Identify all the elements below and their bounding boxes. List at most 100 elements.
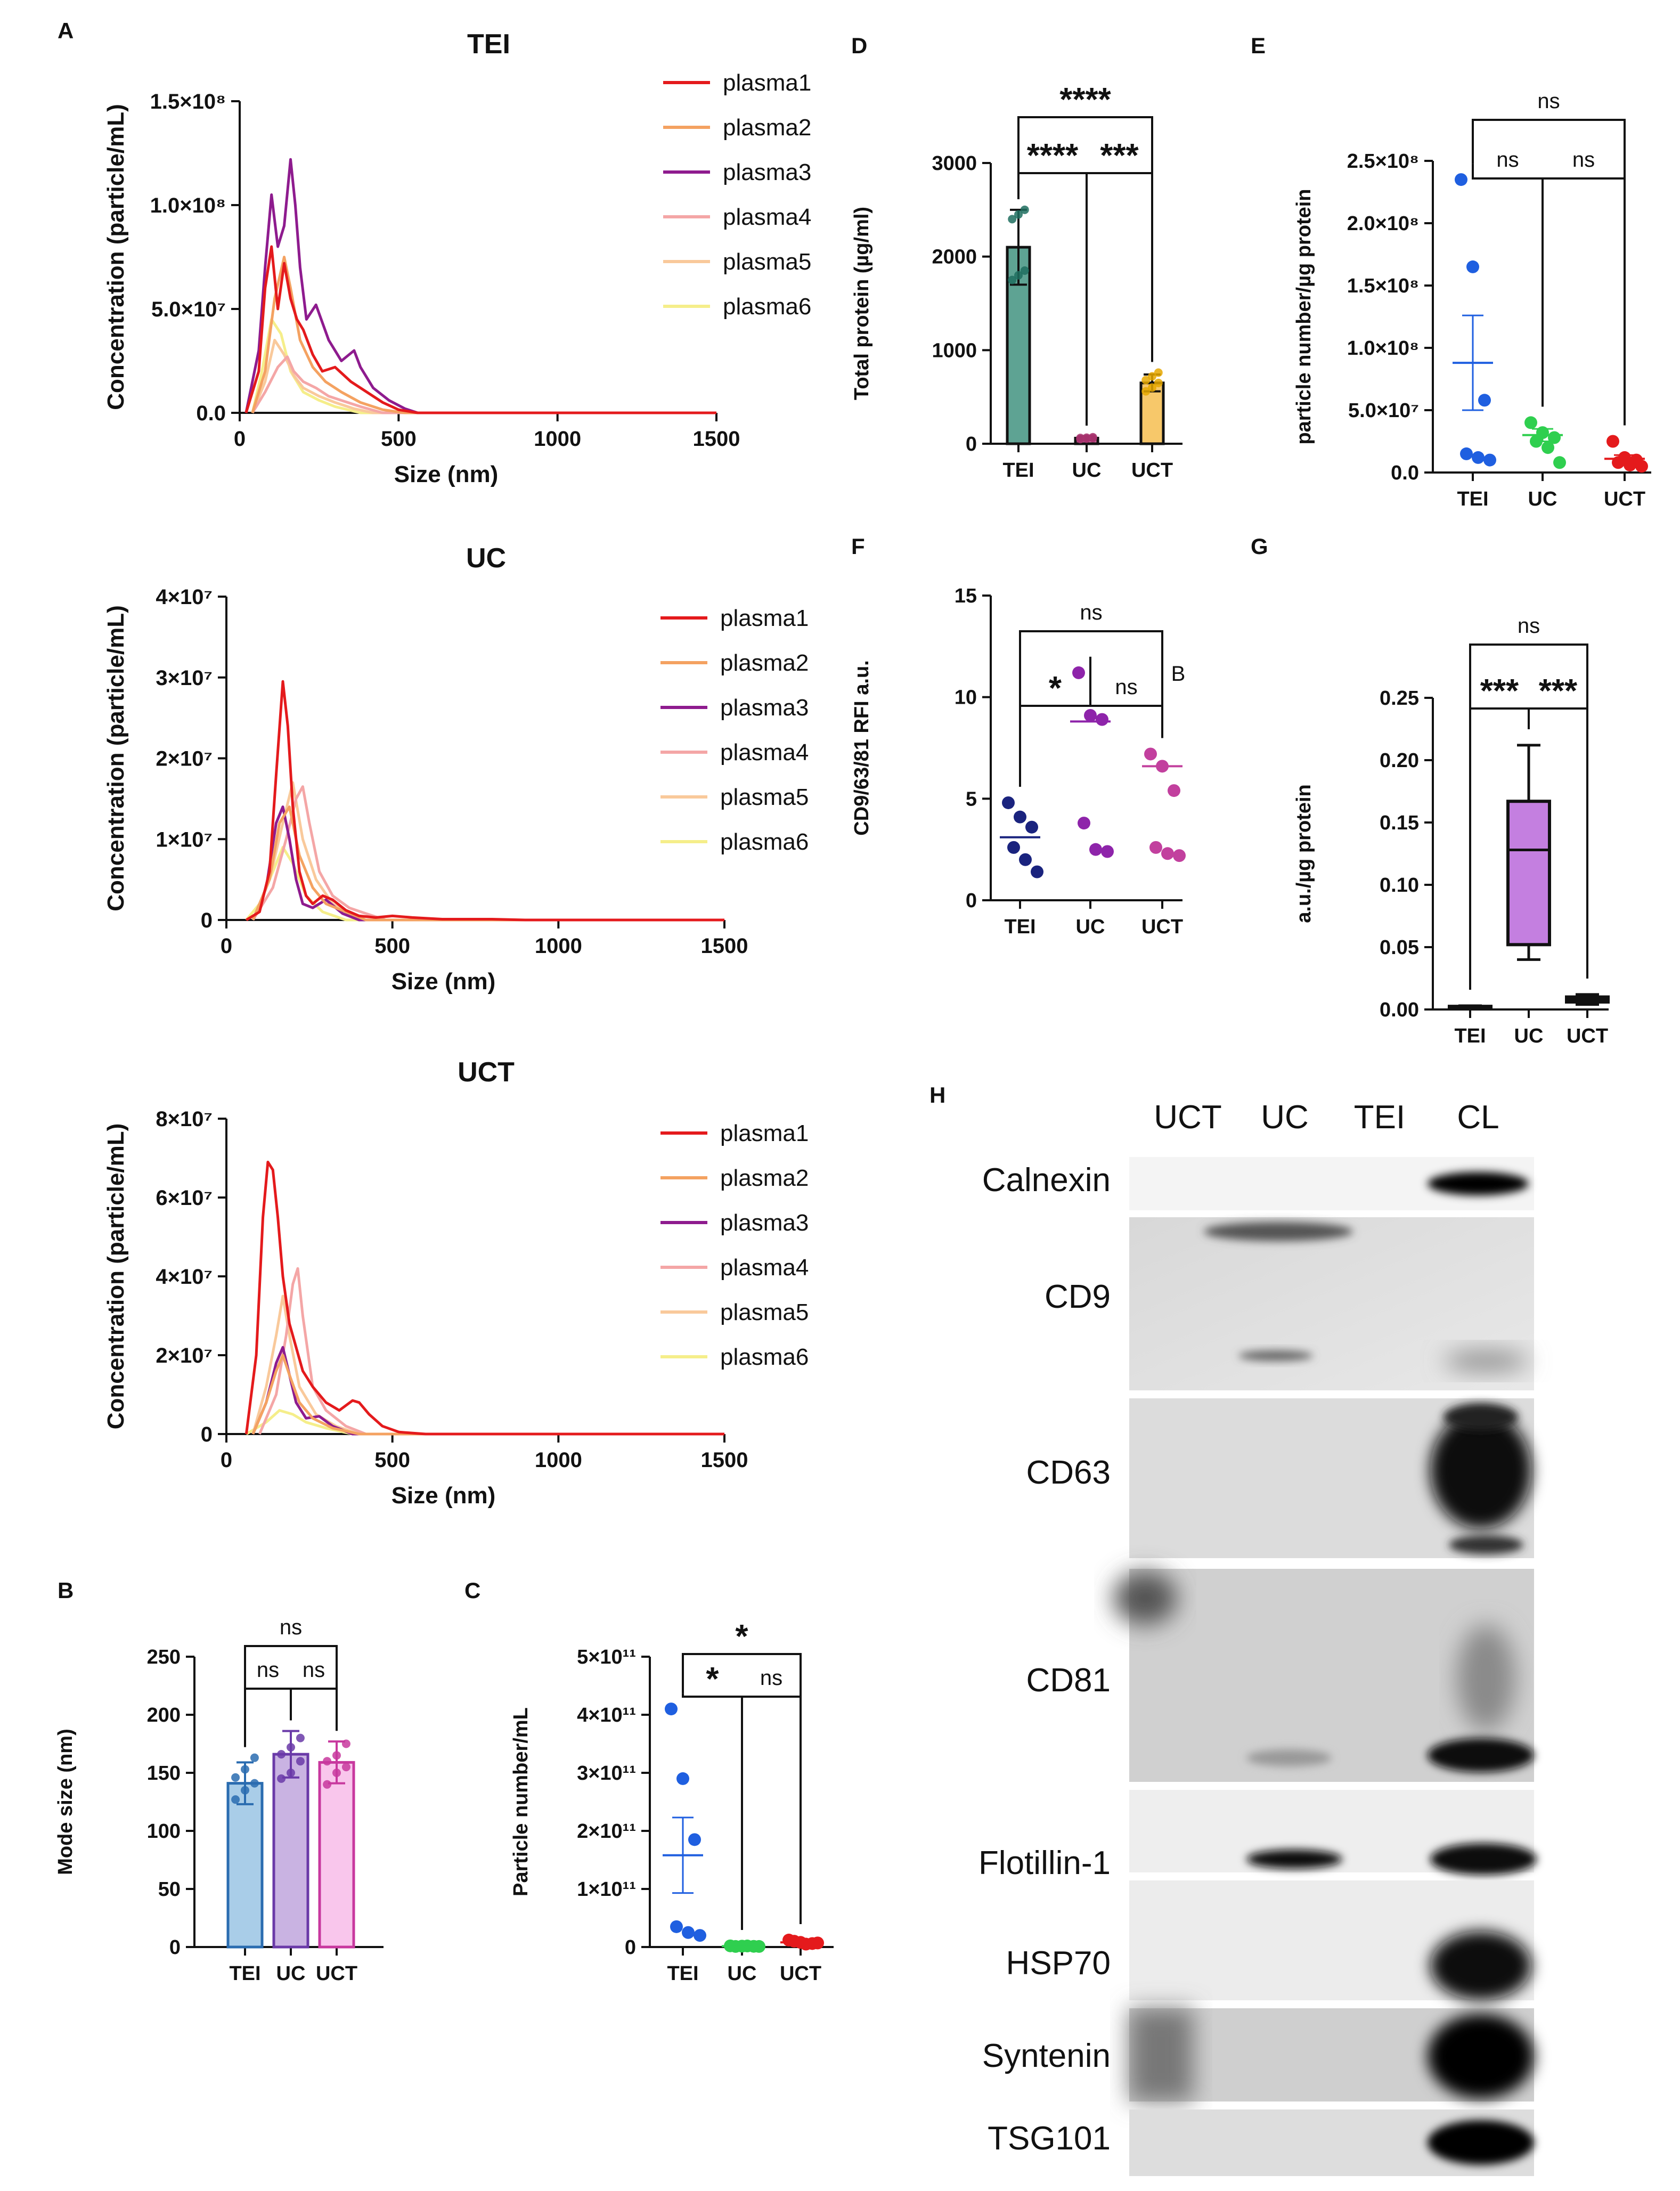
- y-tick-label: 2×10⁷: [156, 1344, 213, 1367]
- significance-label: ns: [1496, 148, 1519, 172]
- blot-band: [1430, 1931, 1531, 2000]
- legend-label: plasma4: [723, 204, 811, 230]
- data-point: [1624, 458, 1636, 471]
- blot-protein-label: CD81: [1026, 1662, 1111, 1699]
- legend-label: plasma4: [720, 739, 809, 765]
- blot-band: [1238, 1350, 1313, 1361]
- y-tick-label: 1.5×10⁸: [150, 90, 226, 113]
- y-tick-label: 200: [147, 1704, 181, 1726]
- series-line-plasma1: [244, 245, 716, 414]
- significance-bracket: [1472, 164, 1544, 407]
- significance-bracket: [1472, 119, 1626, 426]
- series-line-plasma2: [251, 256, 716, 414]
- blot-band: [1428, 1172, 1529, 1195]
- data-point: [1154, 368, 1163, 377]
- y-axis-label: a.u./µg protein: [1293, 784, 1315, 923]
- y-tick-label: 150: [147, 1762, 181, 1785]
- y-tick-label: 100: [147, 1820, 181, 1843]
- data-point: [341, 1739, 350, 1748]
- data-point: [287, 1743, 295, 1752]
- series-line-plasma1: [244, 1160, 724, 1436]
- y-tick-label: 1×10¹¹: [577, 1878, 636, 1901]
- legend-label: plasma6: [720, 829, 809, 855]
- significance-bracket: [682, 1653, 802, 1924]
- x-tick-label: 500: [374, 1448, 410, 1472]
- chart-title: TEI: [467, 29, 510, 60]
- legend-label: plasma2: [723, 115, 811, 141]
- series-line-plasma4: [258, 1267, 724, 1436]
- data-point: [1553, 456, 1566, 469]
- blot-protein-label: Syntenin: [982, 2038, 1111, 2074]
- y-tick-label: 50: [158, 1878, 181, 1901]
- x-tick-label: UC: [276, 1962, 306, 1985]
- legend-label: plasma5: [720, 784, 809, 810]
- x-tick-label: TEI: [1004, 916, 1035, 938]
- y-tick-label: 2.0×10⁸: [1347, 213, 1419, 235]
- y-axis-label: Mode size (nm): [54, 1729, 77, 1875]
- data-point: [1606, 435, 1619, 448]
- legend-label: plasma2: [720, 1165, 809, 1191]
- data-point: [296, 1733, 305, 1742]
- y-tick-label: 3000: [932, 152, 977, 175]
- x-tick-label: UCT: [1141, 916, 1183, 938]
- y-tick-label: 2000: [932, 246, 977, 268]
- x-tick-label: UCT: [316, 1962, 357, 1985]
- legend-label: plasma6: [720, 1344, 809, 1370]
- nta-chart-uct: UCT 0 500 1000 1500 0 2×10⁷ 4×10⁷ 6×10⁷ 8×10⁷ Size…: [103, 1057, 809, 1509]
- x-tick-label: UCT: [1131, 459, 1173, 482]
- blot-lane-label: TEI: [1354, 1099, 1405, 1136]
- data-point: [231, 1773, 240, 1782]
- blot-band: [1246, 1850, 1342, 1869]
- data-point: [1478, 394, 1491, 407]
- x-axis-label: Size (nm): [394, 461, 499, 487]
- bar-UC: [272, 1753, 309, 1949]
- data-point: [1635, 460, 1648, 473]
- x-tick-label: 0: [221, 934, 232, 958]
- y-tick-label: 0.20: [1380, 750, 1419, 772]
- y-tick-label: 8×10⁷: [156, 1107, 213, 1131]
- x-tick-label: UCT: [1567, 1025, 1608, 1047]
- blot-protein-label: CD63: [1026, 1454, 1111, 1491]
- x-tick-label: 500: [374, 934, 410, 958]
- legend-label: plasma2: [720, 650, 809, 676]
- legend-label: plasma4: [720, 1255, 809, 1281]
- x-tick-label: UC: [1072, 459, 1102, 482]
- x-tick-label: 1500: [693, 427, 740, 451]
- y-axis-label: Concentration (particle/mL): [103, 104, 129, 410]
- panel-label-g: G: [1251, 534, 1268, 559]
- particle-number-chart: 0 1×10¹¹ 2×10¹¹ 3×10¹¹ 4×10¹¹ 5×10¹¹ TEI UC UCT P…: [510, 1618, 834, 1985]
- data-point: [341, 1763, 350, 1772]
- panel-label-h: H: [929, 1082, 945, 1107]
- data-point: [694, 1929, 706, 1942]
- blot-lane-label: UCT: [1154, 1099, 1221, 1136]
- data-point: [1161, 847, 1174, 860]
- series-line-plasma3: [251, 1346, 724, 1436]
- data-point: [323, 1757, 332, 1766]
- blot-lane-label: CL: [1457, 1099, 1499, 1136]
- data-point: [1089, 843, 1102, 856]
- y-tick-label: 0: [966, 433, 977, 455]
- significance-bracket: [244, 1688, 292, 1747]
- y-tick-label: 5.0×10⁷: [1348, 400, 1419, 422]
- significance-label: ***: [1539, 673, 1578, 710]
- significance-label: ns: [1537, 89, 1560, 113]
- series-line-plasma3: [244, 158, 716, 414]
- y-tick-label: 1×10⁷: [156, 828, 213, 851]
- significance-label: ns: [1572, 148, 1595, 172]
- significance-label: ns: [280, 1616, 302, 1639]
- blot-protein-label: Calnexin: [982, 1162, 1111, 1199]
- data-point: [1014, 810, 1026, 824]
- x-tick-label: 500: [381, 427, 417, 451]
- legend-label: plasma1: [720, 605, 809, 631]
- legend-label: plasma3: [720, 1210, 809, 1236]
- y-tick-label: 0.25: [1380, 687, 1419, 710]
- data-point: [1483, 453, 1496, 467]
- y-tick-label: 0.05: [1380, 936, 1419, 959]
- blot-band: [1457, 1625, 1515, 1731]
- series-line-plasma1: [246, 680, 724, 922]
- data-point: [1084, 708, 1097, 722]
- data-point: [1149, 841, 1162, 854]
- data-point: [1031, 865, 1043, 878]
- blot-band: [1428, 2120, 1534, 2165]
